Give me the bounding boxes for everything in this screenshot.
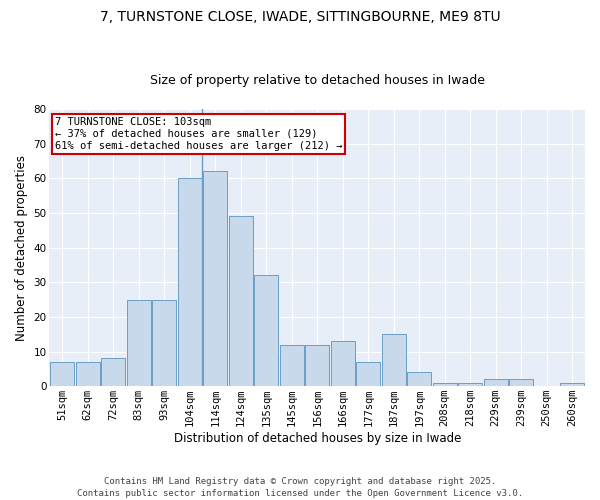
Bar	[50, 362, 74, 386]
Bar	[458, 382, 482, 386]
Title: Size of property relative to detached houses in Iwade: Size of property relative to detached ho…	[150, 74, 485, 87]
Bar	[101, 358, 125, 386]
Bar	[433, 382, 457, 386]
Bar	[229, 216, 253, 386]
Text: 7 TURNSTONE CLOSE: 103sqm
← 37% of detached houses are smaller (129)
61% of semi: 7 TURNSTONE CLOSE: 103sqm ← 37% of detac…	[55, 118, 343, 150]
Bar	[484, 379, 508, 386]
Bar	[254, 276, 278, 386]
X-axis label: Distribution of detached houses by size in Iwade: Distribution of detached houses by size …	[173, 432, 461, 445]
Bar	[280, 344, 304, 386]
Bar	[152, 300, 176, 386]
Bar	[407, 372, 431, 386]
Bar	[382, 334, 406, 386]
Bar	[127, 300, 151, 386]
Text: Contains HM Land Registry data © Crown copyright and database right 2025.
Contai: Contains HM Land Registry data © Crown c…	[77, 476, 523, 498]
Bar	[356, 362, 380, 386]
Bar	[509, 379, 533, 386]
Y-axis label: Number of detached properties: Number of detached properties	[15, 154, 28, 340]
Bar	[203, 172, 227, 386]
Text: 7, TURNSTONE CLOSE, IWADE, SITTINGBOURNE, ME9 8TU: 7, TURNSTONE CLOSE, IWADE, SITTINGBOURNE…	[100, 10, 500, 24]
Bar	[331, 341, 355, 386]
Bar	[305, 344, 329, 386]
Bar	[76, 362, 100, 386]
Bar	[560, 382, 584, 386]
Bar	[178, 178, 202, 386]
